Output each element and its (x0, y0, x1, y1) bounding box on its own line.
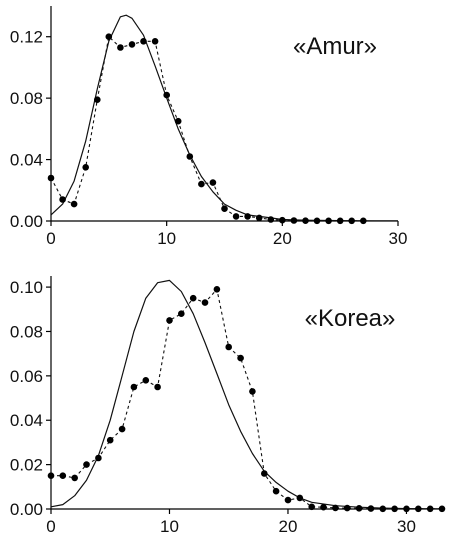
data-point (174, 117, 182, 125)
data-point (279, 216, 286, 224)
y-tick-label: 0.04 (10, 411, 43, 430)
data-point (186, 153, 194, 160)
y-tick-label: 0.02 (10, 456, 43, 475)
data-point (415, 505, 422, 513)
data-point (166, 317, 173, 324)
y-tick-label: 0.00 (10, 500, 43, 519)
data-point (249, 388, 256, 395)
data-point (261, 470, 268, 477)
data-point (59, 472, 67, 480)
data-point (308, 503, 316, 511)
data-point (336, 217, 344, 225)
data-point (154, 383, 161, 391)
data-point (244, 213, 251, 220)
data-point (296, 494, 304, 502)
data-point (320, 503, 327, 511)
data-point (70, 200, 78, 208)
data-point (367, 505, 375, 512)
data-point (47, 472, 55, 480)
y-tick-label: 0.06 (10, 367, 43, 386)
data-point (313, 217, 321, 225)
data-point (106, 436, 114, 444)
data-point (255, 214, 263, 222)
data-point (71, 474, 78, 482)
x-tick-label: 20 (279, 517, 298, 536)
data-point (59, 196, 66, 203)
data-point (232, 213, 240, 220)
data-point (47, 174, 55, 182)
chart-panel-1: 0.00 0.04 0.08 0.12 0 10 20 30 «Amur» (10, 6, 408, 248)
data-point (209, 179, 217, 186)
data-point (284, 496, 292, 504)
data-point (302, 217, 309, 224)
data-point (360, 217, 367, 225)
data-point (237, 354, 244, 362)
data-point (391, 505, 398, 513)
data-point (225, 343, 232, 351)
data-point (151, 38, 159, 45)
data-point (438, 505, 446, 513)
y-tick-label: 0.10 (10, 278, 43, 297)
data-point (105, 33, 113, 40)
y-tick-label: 0.08 (10, 89, 43, 108)
data-point (95, 454, 102, 462)
data-point (267, 216, 275, 223)
data-point (82, 164, 89, 171)
data-point (142, 377, 150, 384)
data-point (348, 217, 356, 225)
observed-dashed-line (51, 288, 442, 510)
y-tick-label: 0.12 (10, 28, 43, 47)
panel-annotation: «Korea» (305, 305, 396, 332)
y-tick-label: 0.08 (10, 322, 43, 341)
x-tick-label: 10 (160, 517, 179, 536)
data-point (128, 41, 136, 48)
x-tick-label: 10 (157, 229, 176, 248)
data-point (198, 180, 205, 188)
x-tick-label: 30 (389, 229, 408, 248)
data-point (94, 96, 101, 103)
data-point (272, 487, 280, 495)
data-point (355, 505, 363, 512)
data-point (325, 217, 332, 225)
y-tick-label: 0.04 (10, 151, 43, 170)
x-tick-label: 20 (273, 229, 292, 248)
data-point (213, 286, 221, 293)
data-point (118, 425, 126, 433)
data-point (83, 461, 90, 468)
panel-annotation: «Amur» (293, 33, 377, 60)
data-point (140, 38, 147, 45)
data-point (343, 504, 351, 512)
data-point (290, 217, 298, 224)
data-point (130, 383, 138, 391)
data-point (117, 44, 124, 51)
data-point (201, 299, 209, 306)
data-point (379, 505, 387, 513)
data-point (163, 91, 170, 99)
x-tick-label: 0 (46, 229, 55, 248)
observed-dashed-line (50, 35, 364, 222)
x-tick-label: 30 (397, 517, 416, 536)
data-point (221, 205, 228, 212)
chart-panel-2: 0.00 0.02 0.04 0.06 0.08 0.10 0 10 20 30 «Korea» (10, 276, 446, 536)
data-point (189, 294, 197, 302)
x-tick-label: 0 (46, 517, 55, 536)
data-point (403, 505, 410, 513)
y-tick-label: 0.00 (10, 212, 43, 231)
data-point (178, 310, 185, 318)
data-point (332, 504, 339, 512)
data-point (426, 505, 434, 513)
